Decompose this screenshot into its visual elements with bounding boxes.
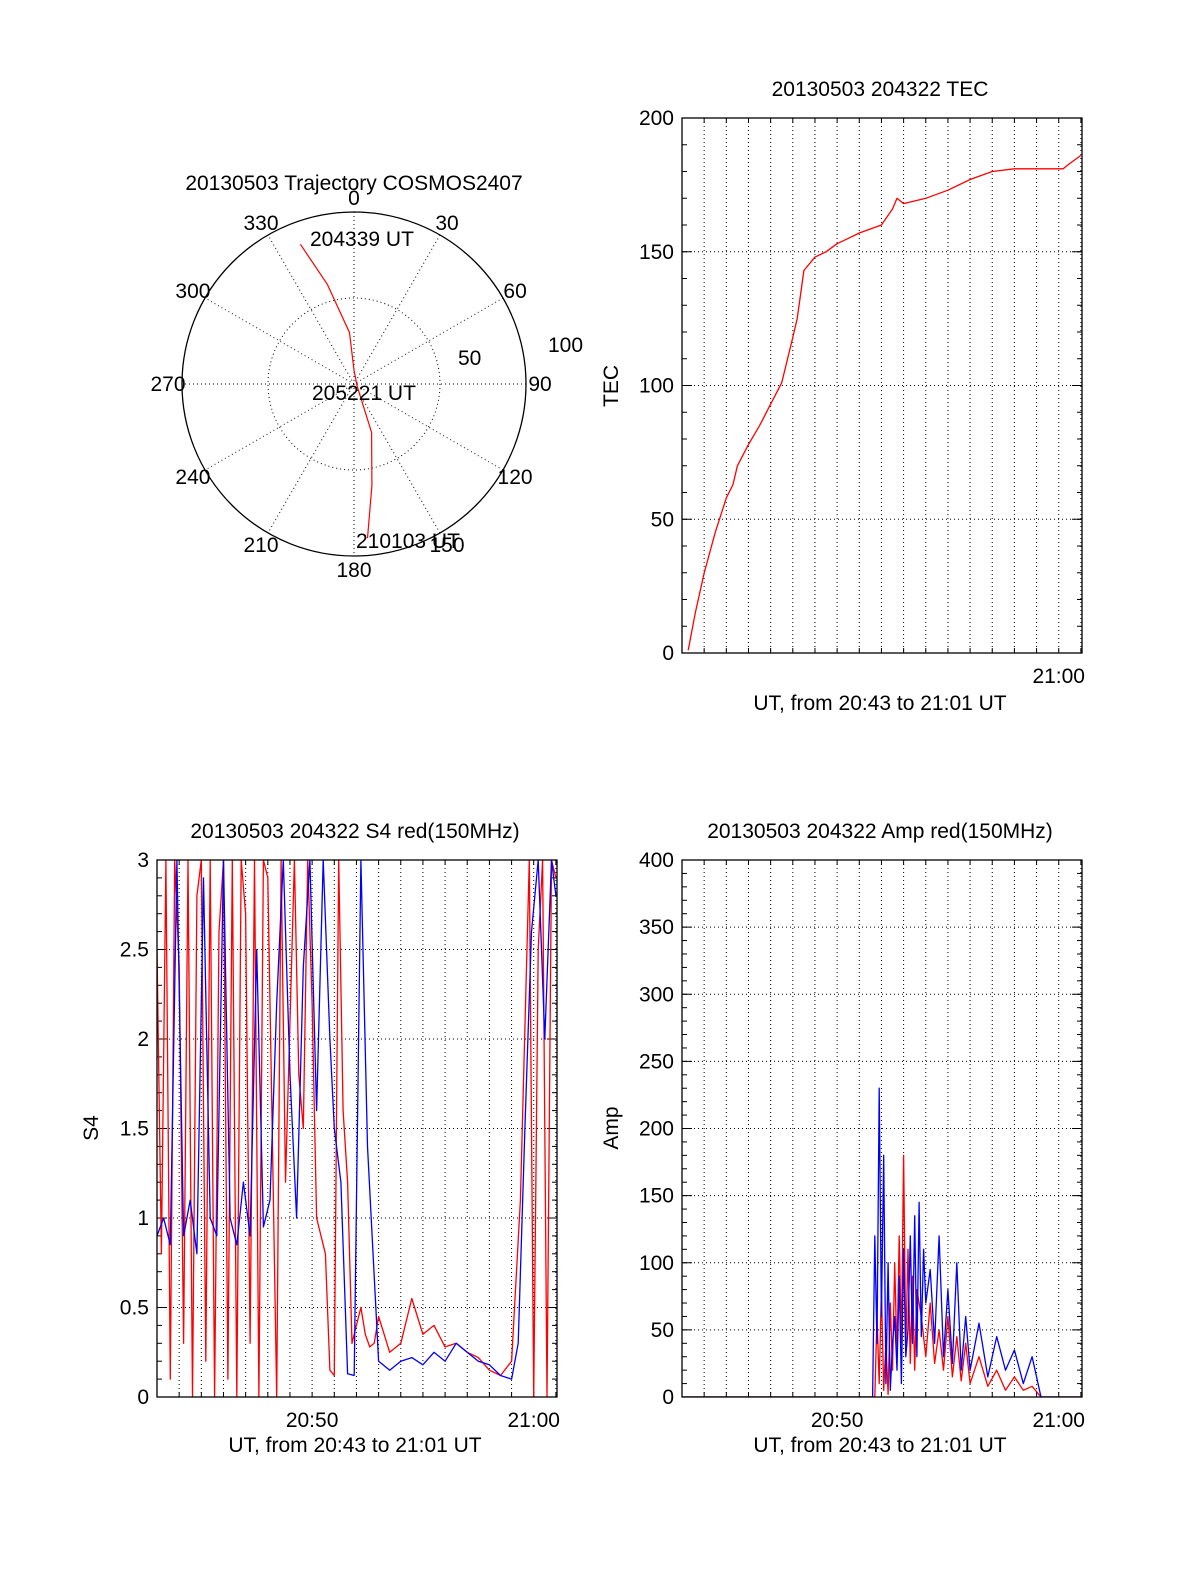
- polar-azimuth-label: 300: [175, 280, 210, 303]
- s4-plot-frame: [156, 859, 558, 1398]
- polar-azimuth-label: 180: [336, 559, 371, 582]
- polar-azimuth-label: 120: [498, 466, 533, 489]
- s4-series-blue: [157, 860, 557, 1380]
- tec-plot-frame: [681, 117, 1083, 654]
- tec-ytick-label: 0: [662, 642, 674, 665]
- trajectory-start-time: 204339 UT: [310, 228, 414, 251]
- s4-ytick-label: 0: [137, 1386, 149, 1409]
- polar-azimuth-label: 0: [348, 187, 360, 210]
- polar-spoke-150: [267, 234, 441, 534]
- amp-series-red: [682, 1154, 1082, 1397]
- amp-ytick-label: 100: [639, 1252, 674, 1275]
- polar-azimuth-labels: 0 30 60 90 120 150 180 210 240 270 300 330: [150, 187, 551, 582]
- polar-chart: 20130503 Trajectory COSMOS2407 0 30 60 90 12…: [150, 172, 583, 582]
- amp-ytick-label: 150: [639, 1185, 674, 1208]
- amp-chart: 20130503 204322 Amp red(150MHz) Amp UT, …: [600, 820, 1085, 1457]
- s4-ytick-label: 0.5: [120, 1297, 149, 1320]
- polar-azimuth-label: 270: [150, 373, 185, 396]
- s4-ylabel: S4: [80, 1115, 103, 1141]
- polar-azimuth-label: 210: [243, 534, 278, 557]
- polar-radial-label-50: 50: [458, 347, 481, 370]
- s4-ytick-label: 1.5: [120, 1118, 149, 1141]
- amp-title: 20130503 204322 Amp red(150MHz): [707, 820, 1053, 843]
- tec-series-red: [687, 154, 1082, 651]
- amp-plot-frame: [681, 859, 1083, 1398]
- polar-ring-50: [267, 297, 441, 471]
- tec-xtick-label: 21:00: [1032, 665, 1085, 688]
- amp-ytick-label: 250: [639, 1050, 674, 1073]
- tec-ytick-label: 50: [651, 508, 674, 531]
- polar-azimuth-label: 60: [503, 280, 526, 303]
- s4-ytick-label: 1: [137, 1207, 149, 1230]
- amp-ytick-label: 400: [639, 849, 674, 872]
- amp-xtick-label: 21:00: [1032, 1409, 1085, 1432]
- amp-xlabel: UT, from 20:43 to 21:01 UT: [753, 1434, 1006, 1457]
- amp-xtick-label: 20:50: [811, 1409, 864, 1432]
- tec-ytick-label: 200: [639, 107, 674, 130]
- s4-series-red: [157, 860, 557, 1397]
- polar-azimuth-label: 240: [175, 466, 210, 489]
- s4-xlabel: UT, from 20:43 to 21:01 UT: [228, 1434, 481, 1457]
- s4-ytick-label: 2: [137, 1028, 149, 1051]
- amp-ytick-label: 350: [639, 916, 674, 939]
- trajectory-mid-time: 205221 UT: [312, 382, 416, 405]
- polar-trajectory-line: [299, 243, 373, 539]
- s4-xtick-label: 21:00: [507, 1409, 560, 1432]
- amp-ytick-label: 300: [639, 983, 674, 1006]
- amp-ytick-label: 50: [651, 1319, 674, 1342]
- tec-title: 20130503 204322 TEC: [772, 78, 989, 101]
- polar-azimuth-label: 330: [243, 212, 278, 235]
- trajectory-end-time: 210103 UT: [356, 530, 460, 553]
- s4-title: 20130503 204322 S4 red(150MHz): [190, 820, 519, 843]
- amp-series-blue: [682, 1087, 1082, 1397]
- tec-ytick-label: 100: [639, 375, 674, 398]
- polar-radial-label-100: 100: [548, 334, 583, 357]
- polar-azimuth-label: 30: [435, 212, 458, 235]
- s4-chart: 20130503 204322 S4 red(150MHz) S4 UT, fr…: [80, 820, 560, 1457]
- amp-ylabel: Amp: [600, 1106, 623, 1149]
- amp-ytick-label: 0: [662, 1386, 674, 1409]
- tec-ytick-label: 150: [639, 241, 674, 264]
- tec-ylabel: TEC: [600, 365, 623, 407]
- s4-ytick-label: 3: [137, 849, 149, 872]
- tec-xlabel: UT, from 20:43 to 21:01 UT: [753, 692, 1006, 715]
- polar-grid: [182, 212, 526, 556]
- tec-chart: 20130503 204322 TEC TEC UT, from 20:43 t…: [600, 78, 1085, 715]
- amp-ytick-label: 200: [639, 1118, 674, 1141]
- s4-ytick-label: 2.5: [120, 939, 149, 962]
- polar-azimuth-label: 150: [429, 534, 464, 557]
- polar-outer-circle: [181, 211, 527, 557]
- s4-xtick-label: 20:50: [286, 1409, 339, 1432]
- polar-title: 20130503 Trajectory COSMOS2407: [185, 172, 522, 195]
- polar-azimuth-label: 90: [528, 373, 551, 396]
